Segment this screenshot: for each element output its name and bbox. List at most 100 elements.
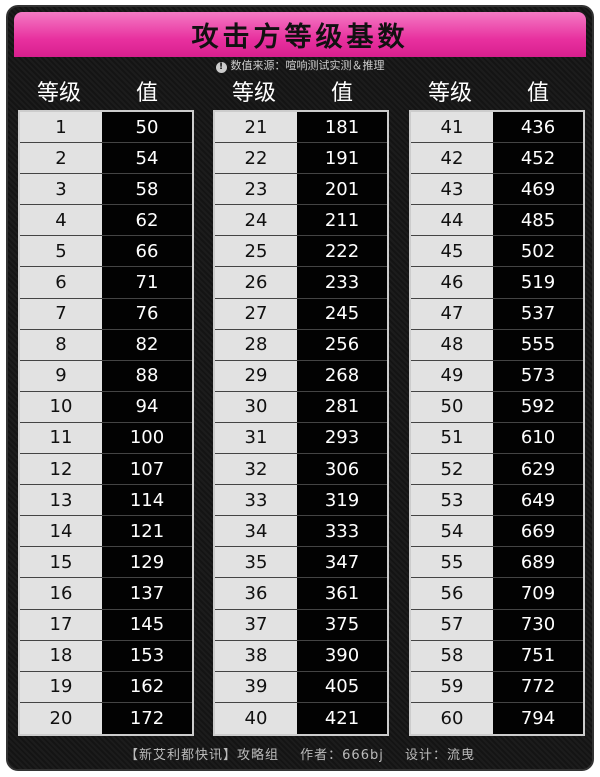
- level-cell: 60: [411, 702, 493, 734]
- level-cell: 52: [411, 454, 493, 485]
- level-cell: 21: [215, 112, 297, 143]
- table-row: 32 306: [215, 454, 387, 486]
- value-cell: 121: [102, 516, 192, 547]
- table-row: 22 191: [215, 143, 387, 175]
- header-level: 等级: [427, 80, 472, 106]
- value-cell: 145: [102, 609, 192, 640]
- value-cell: 62: [102, 205, 192, 236]
- table-row: 21 181: [215, 112, 387, 144]
- level-cell: 19: [20, 671, 102, 702]
- table-row: 28 256: [215, 329, 387, 361]
- level-cell: 41: [411, 112, 493, 143]
- level-cell: 54: [411, 516, 493, 547]
- table-row: 15 129: [20, 547, 192, 579]
- table-row: 60 794: [411, 702, 583, 734]
- level-cell: 43: [411, 174, 493, 205]
- header-value: 值: [526, 80, 549, 106]
- value-cell: 58: [102, 174, 192, 205]
- value-cell: 211: [297, 205, 387, 236]
- level-cell: 18: [20, 640, 102, 671]
- value-cell: 452: [493, 143, 583, 174]
- level-cell: 1: [20, 112, 102, 143]
- value-cell: 114: [102, 485, 192, 516]
- column-headers: 等级 值: [213, 74, 389, 107]
- level-cell: 22: [215, 143, 297, 174]
- value-cell: 689: [493, 547, 583, 578]
- table-row: 59 772: [411, 671, 583, 703]
- table-row: 3 58: [20, 174, 192, 206]
- level-cell: 30: [215, 391, 297, 422]
- level-cell: 51: [411, 422, 493, 454]
- value-cell: 469: [493, 174, 583, 205]
- level-cell: 20: [20, 702, 102, 734]
- value-cell: 54: [102, 143, 192, 174]
- table-row: 11 100: [20, 422, 192, 455]
- header-level: 等级: [36, 80, 81, 106]
- value-cell: 347: [297, 547, 387, 578]
- value-cell: 555: [493, 329, 583, 360]
- level-cell: 36: [215, 578, 297, 609]
- exclamation-circle-icon: !: [215, 62, 227, 73]
- value-cell: 751: [493, 640, 583, 671]
- level-cell: 29: [215, 360, 297, 391]
- level-cell: 9: [20, 360, 102, 391]
- level-cell: 17: [20, 609, 102, 640]
- table-row: 38 390: [215, 640, 387, 672]
- level-cell: 16: [20, 578, 102, 609]
- table-row: 1 50: [20, 112, 192, 144]
- value-cell: 71: [102, 267, 192, 298]
- table-row: 57 730: [411, 609, 583, 641]
- value-cell: 405: [297, 671, 387, 702]
- header-banner: 攻击方等级基数: [14, 12, 586, 57]
- level-cell: 14: [20, 516, 102, 547]
- value-cell: 629: [493, 454, 583, 485]
- level-cell: 2: [20, 143, 102, 174]
- level-cell: 6: [20, 267, 102, 298]
- level-cell: 12: [20, 454, 102, 485]
- level-table: 1 50 2 54 3 58 4 62 5 66 6 71 7 76 8 82 9 88 10 94 11 100 12 10…: [18, 110, 194, 736]
- level-cell: 7: [20, 298, 102, 329]
- table-row: 20 172: [20, 702, 192, 734]
- level-cell: 44: [411, 205, 493, 236]
- table-row: 50 592: [411, 391, 583, 423]
- level-cell: 13: [20, 485, 102, 516]
- table-row: 29 268: [215, 360, 387, 392]
- header-value: 值: [330, 80, 353, 106]
- value-cell: 256: [297, 329, 387, 360]
- level-cell: 3: [20, 174, 102, 205]
- level-cell: 56: [411, 578, 493, 609]
- value-cell: 94: [102, 391, 192, 422]
- level-cell: 53: [411, 485, 493, 516]
- value-cell: 76: [102, 298, 192, 329]
- table-row: 33 319: [215, 485, 387, 517]
- table-row: 16 137: [20, 578, 192, 610]
- table-row: 9 88: [20, 360, 192, 392]
- value-cell: 137: [102, 578, 192, 609]
- level-cell: 59: [411, 671, 493, 702]
- table-row: 12 107: [20, 454, 192, 486]
- value-cell: 610: [493, 422, 583, 454]
- level-table: 41 436 42 452 43 469 44 485 45 502 46 519 47 537 48 555…: [409, 110, 585, 736]
- level-cell: 37: [215, 609, 297, 640]
- level-cell: 58: [411, 640, 493, 671]
- column-headers: 等级 值: [409, 74, 585, 107]
- level-cell: 31: [215, 422, 297, 454]
- value-cell: 436: [493, 112, 583, 143]
- value-cell: 519: [493, 267, 583, 298]
- level-cell: 24: [215, 205, 297, 236]
- level-cell: 48: [411, 329, 493, 360]
- column-headers: 等级 值: [18, 74, 194, 107]
- value-cell: 222: [297, 236, 387, 267]
- data-source-note: ! 数值来源：喧响测试实测＆推理: [0, 57, 600, 73]
- table-row: 43 469: [411, 174, 583, 206]
- table-row: 19 162: [20, 671, 192, 703]
- table-row: 37 375: [215, 609, 387, 641]
- table-row: 47 537: [411, 298, 583, 330]
- value-cell: 306: [297, 454, 387, 485]
- level-cell: 8: [20, 329, 102, 360]
- level-cell: 10: [20, 391, 102, 422]
- value-cell: 772: [493, 671, 583, 702]
- level-cell: 57: [411, 609, 493, 640]
- value-cell: 233: [297, 267, 387, 298]
- level-cell: 25: [215, 236, 297, 267]
